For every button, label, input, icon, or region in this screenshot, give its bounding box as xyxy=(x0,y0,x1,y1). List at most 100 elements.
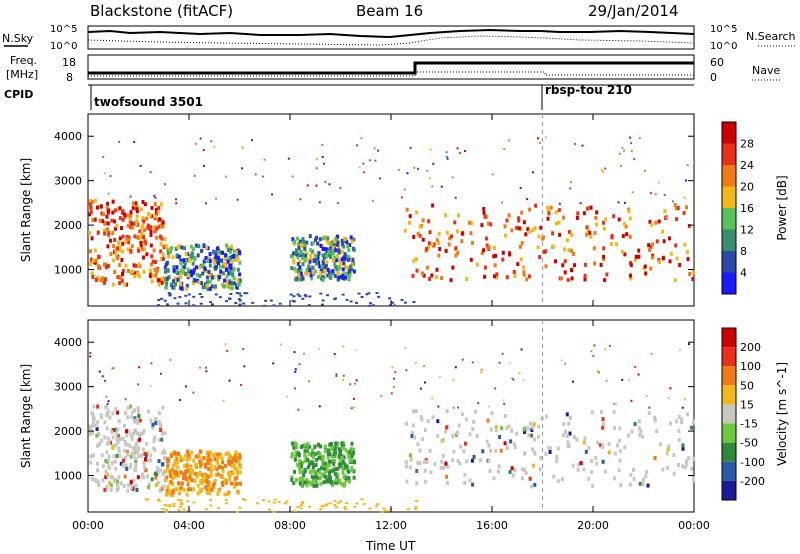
echo-cell xyxy=(323,269,327,274)
echo-cell xyxy=(210,284,214,289)
echo-cell xyxy=(176,244,180,249)
echo-cell xyxy=(657,181,660,184)
echo-cell xyxy=(459,444,463,449)
echo-cell xyxy=(684,179,687,182)
echo-cell xyxy=(416,231,420,236)
echo-cell xyxy=(334,506,338,509)
echo-cell xyxy=(663,209,667,214)
echo-cell xyxy=(655,429,659,434)
echo-cell xyxy=(583,436,587,441)
echo-cell xyxy=(311,241,315,246)
echo-cell xyxy=(303,443,307,448)
echo-cell xyxy=(631,467,635,472)
echo-cell xyxy=(601,425,605,430)
echo-cell xyxy=(99,278,103,283)
echo-cell xyxy=(182,487,186,492)
echo-cell xyxy=(232,281,236,286)
echo-cell xyxy=(547,211,551,216)
echo-cell xyxy=(456,147,459,150)
echo-cell xyxy=(494,253,498,258)
echo-cell xyxy=(91,430,95,435)
echo-cell xyxy=(223,278,227,283)
echo-cell xyxy=(107,231,111,236)
echo-cell xyxy=(103,420,107,425)
echo-cell xyxy=(163,237,167,242)
echo-cell xyxy=(207,483,211,488)
echo-cell xyxy=(137,248,141,253)
echo-cell xyxy=(674,206,678,211)
echo-cell xyxy=(303,243,307,248)
echo-cell xyxy=(155,211,159,216)
echo-cell xyxy=(574,142,577,145)
echo-cell xyxy=(505,445,509,450)
echo-cell xyxy=(312,478,316,483)
echo-cell xyxy=(304,295,308,298)
echo-cell xyxy=(125,213,129,218)
echo-cell xyxy=(167,292,171,295)
echo-cell xyxy=(118,206,122,211)
echo-cell xyxy=(308,268,312,273)
echo-cell xyxy=(348,450,352,455)
echo-cell xyxy=(503,402,506,405)
echo-cell xyxy=(207,453,211,458)
echo-cell xyxy=(143,457,147,462)
echo-cell xyxy=(523,429,527,434)
echo-cell xyxy=(141,431,145,436)
echo-cell xyxy=(216,452,220,457)
echo-cell xyxy=(129,225,133,230)
nsky-tick-top: 10^5 xyxy=(50,24,77,35)
echo-cell xyxy=(225,274,229,279)
echo-cell xyxy=(607,450,611,455)
echo-cell xyxy=(185,492,189,497)
echo-cell xyxy=(237,282,241,287)
echo-cell xyxy=(172,279,176,284)
echo-cell xyxy=(646,483,650,488)
echo-cell xyxy=(445,230,449,235)
echo-cell xyxy=(503,441,507,446)
echo-cell xyxy=(215,264,219,269)
echo-cell xyxy=(169,453,173,458)
echo-cell xyxy=(177,491,181,496)
echo-cell xyxy=(127,429,131,434)
echo-cell xyxy=(193,478,197,483)
echo-cell xyxy=(567,248,571,253)
echo-cell xyxy=(522,270,526,275)
echo-cell xyxy=(471,482,475,487)
echo-cell xyxy=(175,198,178,201)
echo-cell xyxy=(236,278,240,283)
echo-cell xyxy=(201,479,205,484)
echo-cell xyxy=(650,222,654,227)
nsearch-trace xyxy=(87,35,695,46)
echo-cell xyxy=(569,187,572,190)
echo-cell xyxy=(692,456,696,461)
echo-cell xyxy=(103,487,107,492)
echo-cell xyxy=(161,220,165,225)
echo-cell xyxy=(181,457,185,462)
echo-cell xyxy=(147,485,151,490)
echo-cell xyxy=(592,246,596,251)
echo-cell xyxy=(336,277,340,282)
echo-cell xyxy=(298,265,302,270)
echo-cell xyxy=(157,224,161,229)
echo-cell xyxy=(440,185,443,188)
echo-cell xyxy=(198,471,202,476)
echo-cell xyxy=(494,387,497,390)
echo-cell xyxy=(333,261,337,266)
echo-cell xyxy=(321,456,325,461)
echo-cell xyxy=(508,252,512,257)
echo-cell xyxy=(96,468,100,473)
echo-cell xyxy=(218,264,222,269)
echo-cell xyxy=(210,468,214,473)
echo-cell xyxy=(516,262,520,267)
echo-cell xyxy=(168,293,172,296)
echo-cell xyxy=(410,434,414,439)
echo-cell xyxy=(146,225,150,230)
echo-cell xyxy=(133,468,137,473)
echo-cell xyxy=(316,442,320,447)
echo-cell xyxy=(88,212,92,217)
echo-cell xyxy=(460,412,464,417)
echo-cell xyxy=(122,423,126,428)
echo-cell xyxy=(342,378,345,381)
echo-cell xyxy=(419,415,423,420)
echo-cell xyxy=(528,229,532,234)
